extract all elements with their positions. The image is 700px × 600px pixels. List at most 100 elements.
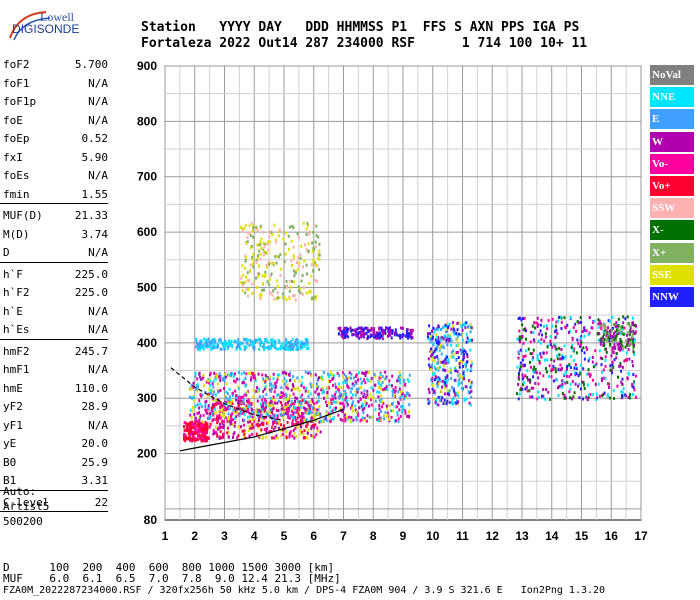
data-point — [299, 256, 302, 260]
data-point — [279, 344, 282, 348]
data-point — [230, 417, 233, 421]
data-point — [366, 326, 369, 330]
data-point — [255, 260, 258, 264]
data-point — [210, 341, 213, 345]
data-point — [457, 374, 460, 378]
data-point — [597, 322, 600, 326]
data-point — [398, 387, 401, 391]
data-point — [285, 371, 288, 375]
data-point — [191, 385, 194, 389]
data-point — [579, 316, 582, 320]
data-point — [378, 407, 381, 411]
data-point — [191, 420, 194, 424]
data-point — [315, 245, 318, 249]
data-point — [218, 402, 221, 406]
data-point — [382, 388, 385, 392]
data-point — [277, 234, 280, 238]
data-point — [469, 385, 472, 389]
data-point — [262, 395, 265, 399]
data-point — [537, 395, 540, 399]
data-point — [615, 352, 618, 356]
data-point — [283, 393, 286, 397]
data-point — [370, 328, 373, 332]
data-point — [364, 404, 367, 408]
data-point — [341, 409, 344, 413]
data-point — [621, 340, 624, 344]
data-point — [372, 396, 375, 400]
data-point — [631, 321, 634, 325]
data-point — [297, 339, 300, 343]
data-point — [571, 343, 574, 347]
data-point — [276, 414, 279, 418]
data-point — [358, 326, 361, 330]
data-point — [591, 360, 594, 364]
data-point — [250, 376, 253, 380]
data-point — [264, 373, 267, 377]
data-point — [470, 384, 473, 388]
data-point — [573, 347, 576, 351]
data-point — [369, 333, 372, 337]
data-point — [437, 382, 440, 386]
data-point — [257, 372, 260, 376]
data-point — [436, 343, 439, 347]
data-point — [281, 379, 284, 383]
data-point — [332, 376, 335, 380]
data-point — [252, 226, 255, 230]
data-point — [244, 345, 247, 349]
data-point — [448, 322, 451, 326]
data-point — [360, 418, 363, 422]
data-point — [188, 421, 191, 425]
data-point — [573, 359, 576, 363]
data-point — [266, 421, 269, 425]
data-point — [398, 334, 401, 338]
data-point — [194, 374, 197, 378]
data-point — [402, 378, 405, 382]
param-value: N/A — [88, 323, 108, 336]
data-point — [603, 337, 606, 341]
data-point — [575, 329, 578, 333]
data-point — [237, 387, 240, 391]
data-point — [196, 347, 199, 351]
data-point — [262, 288, 265, 292]
autoscale-line1: Auto: — [3, 485, 37, 498]
data-point — [316, 412, 319, 416]
data-point — [330, 398, 333, 402]
param-key: MUF(D) — [3, 209, 43, 222]
data-point — [601, 357, 604, 361]
data-point — [261, 398, 264, 402]
data-point — [530, 386, 533, 390]
data-point — [241, 264, 244, 268]
data-point — [389, 333, 392, 337]
data-point — [537, 339, 540, 343]
data-point — [318, 249, 321, 253]
data-point — [521, 387, 524, 391]
data-point — [312, 260, 315, 264]
data-point — [555, 328, 558, 332]
data-point — [516, 392, 519, 396]
data-point — [274, 287, 277, 291]
data-point — [184, 439, 187, 443]
data-point — [284, 344, 287, 348]
data-point — [189, 408, 192, 412]
data-point — [315, 234, 318, 238]
data-point — [210, 347, 213, 351]
data-point — [362, 404, 365, 408]
data-point — [430, 347, 433, 351]
data-point — [332, 394, 335, 398]
data-point — [554, 324, 557, 328]
data-point — [376, 336, 379, 340]
data-point — [612, 322, 615, 326]
data-point — [352, 418, 355, 422]
data-point — [201, 437, 204, 441]
data-point — [436, 341, 439, 345]
data-point — [301, 375, 304, 379]
data-point — [355, 418, 358, 422]
data-point — [237, 434, 240, 438]
data-point — [536, 316, 539, 320]
data-point — [548, 364, 551, 368]
data-point — [602, 392, 605, 396]
data-point — [344, 375, 347, 379]
data-point — [399, 375, 402, 379]
data-point — [407, 379, 410, 383]
data-point — [261, 288, 264, 292]
